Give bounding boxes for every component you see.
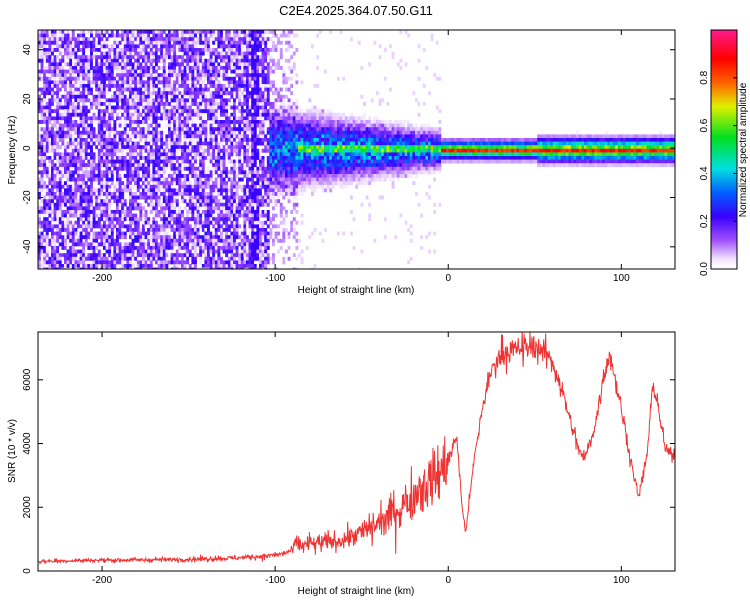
snr-y-label: SNR (10 * v/v) xyxy=(7,419,18,483)
colorbar-tick-label: 0.4 xyxy=(699,166,710,180)
snr-x-tick-label: 100 xyxy=(613,575,630,586)
spectrogram-y-tick-label: 20 xyxy=(22,93,33,105)
spectrogram-y-tick-label: -20 xyxy=(22,190,33,205)
spectrogram-x-tick-label: 100 xyxy=(613,273,630,284)
snr-frame xyxy=(37,331,676,572)
snr-x-tick-label: 0 xyxy=(445,575,451,586)
colorbar-ticks: 0.0 0.2 0.4 0.6 0.8 xyxy=(699,70,737,276)
snr-y-ticks: 0 2000 4000 6000 xyxy=(22,368,675,574)
snr-y-tick-label: 6000 xyxy=(22,368,33,391)
colorbar-tick-label: 0.6 xyxy=(699,118,710,132)
colorbar-tick-label: 0.2 xyxy=(699,214,710,228)
figure-title: C2E4.2025.364.07.50.G11 xyxy=(279,3,433,18)
snr-x-label: Height of straight line (km) xyxy=(298,586,415,597)
snr-y-tick-label: 4000 xyxy=(22,432,33,455)
colorbar-gradient xyxy=(710,29,738,270)
spectrogram-x-label: Height of straight line (km) xyxy=(298,285,415,296)
snr-series-line xyxy=(38,332,675,565)
snr-y-tick-label: 0 xyxy=(22,568,33,574)
snr-x-tick-label: -200 xyxy=(92,575,112,586)
spectrogram-x-ticks: -200 -100 0 100 xyxy=(92,30,630,284)
spectrogram-y-tick-label: -40 xyxy=(22,239,33,254)
colorbar-label: Normalized spectral amplitude xyxy=(738,82,749,217)
spectrogram-y-tick-label: 0 xyxy=(22,145,33,151)
spectrogram-y-ticks: -40 -20 0 20 40 xyxy=(22,44,675,254)
snr-y-tick-label: 2000 xyxy=(22,496,33,519)
spectrogram-x-tick-label: 0 xyxy=(445,273,451,284)
spectrogram-frame xyxy=(37,29,676,270)
snr-x-tick-label: -100 xyxy=(265,575,285,586)
colorbar-tick-label: 0.8 xyxy=(699,70,710,84)
spectrogram-x-tick-label: -200 xyxy=(92,273,112,284)
spectrogram-cells xyxy=(38,30,675,269)
spectrogram-y-tick-label: 40 xyxy=(22,44,33,56)
spectrogram-x-tick-label: -100 xyxy=(265,273,285,284)
colorbar-tick-label: 0.0 xyxy=(699,262,710,276)
colorbar: 0.0 0.2 0.4 0.6 0.8 Normalized spectral ampl… xyxy=(699,29,749,276)
spectrogram-y-label: Frequency (Hz) xyxy=(7,116,18,185)
snr-x-ticks: -200 -100 0 100 xyxy=(92,332,630,586)
